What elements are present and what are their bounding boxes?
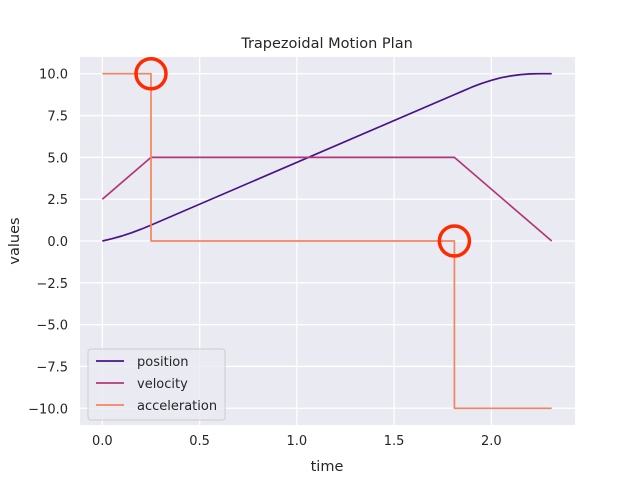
x-tick-label: 0.5 <box>189 434 210 449</box>
chart-title: Trapezoidal Motion Plan <box>240 36 413 52</box>
y-tick-label: 5.0 <box>47 151 68 166</box>
y-axis-ticks: 10.0 7.5 5.0 2.5 0.0 −2.5 −5.0 −7.5 −10.0 <box>28 68 68 418</box>
y-tick-label: −10.0 <box>28 402 68 417</box>
legend: position velocity acceleration <box>87 348 226 421</box>
x-tick-label: 1.0 <box>287 434 308 449</box>
y-tick-label: 10.0 <box>39 68 68 83</box>
y-tick-label: −7.5 <box>36 360 68 375</box>
y-tick-label: −2.5 <box>36 277 68 292</box>
y-tick-label: 7.5 <box>47 110 68 125</box>
x-axis-label: time <box>311 459 344 475</box>
series-lines <box>101 72 553 410</box>
x-axis-ticks: 0.0 0.5 1.0 1.5 2.0 <box>92 434 502 449</box>
x-tick-label: 0.0 <box>92 434 113 449</box>
y-tick-label: 0.0 <box>47 235 68 250</box>
y-tick-label: −5.0 <box>36 319 68 334</box>
y-tick-label: 2.5 <box>47 193 68 208</box>
x-tick-label: 1.5 <box>384 434 405 449</box>
annotation-markers <box>134 56 472 258</box>
x-tick-label: 2.0 <box>481 434 502 449</box>
legend-label: position <box>137 355 189 370</box>
legend-label: acceleration <box>137 399 217 414</box>
annotation-circle <box>134 56 168 91</box>
legend-box <box>87 348 226 421</box>
series-line-position <box>102 72 552 242</box>
series-line-acceleration <box>102 72 552 410</box>
annotation-circle <box>437 224 472 258</box>
series-line-velocity <box>101 156 553 242</box>
legend-label: velocity <box>137 377 188 392</box>
y-axis-label: values <box>7 217 23 264</box>
